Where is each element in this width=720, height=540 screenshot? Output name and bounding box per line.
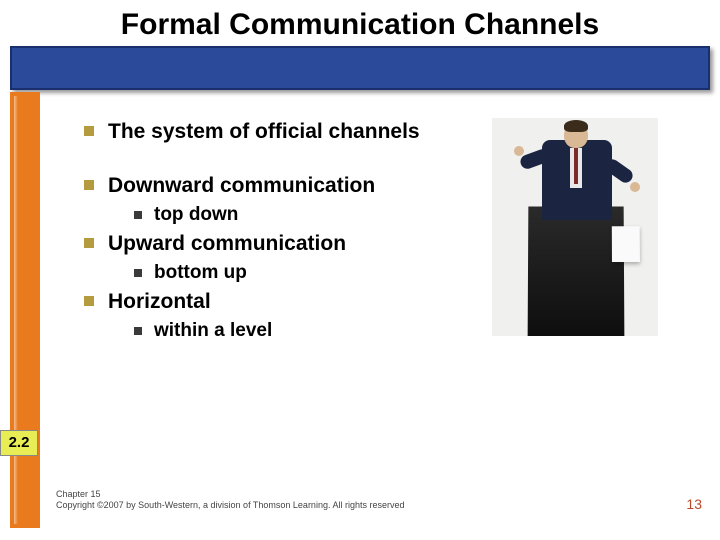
bullet-text: Upward communication (108, 232, 346, 256)
bullet-item: Downward communication (84, 174, 680, 198)
bullet-item: Upward communication (84, 232, 680, 256)
bullet-item: Horizontal (84, 290, 680, 314)
bullet-square-icon (84, 296, 94, 306)
footer-copyright: Copyright ©2007 by South-Western, a divi… (56, 500, 404, 512)
bullet-text: Horizontal (108, 290, 211, 314)
sub-bullet-square-icon (134, 269, 142, 277)
title-band (10, 46, 710, 90)
bullet-square-icon (84, 180, 94, 190)
sub-bullet-square-icon (134, 327, 142, 335)
sub-bullet-text: bottom up (154, 262, 247, 284)
bullet-text: The system of official channels (108, 120, 420, 144)
sub-bullet-item: bottom up (134, 262, 680, 284)
sub-bullet-item: within a level (134, 320, 680, 342)
sub-bullet-text: within a level (154, 320, 272, 342)
sub-bullet-square-icon (134, 211, 142, 219)
content-area: The system of official channels Downward… (84, 120, 680, 346)
bullet-item: The system of official channels (84, 120, 680, 144)
sub-bullet-item: top down (134, 204, 680, 226)
sub-bullet-text: top down (154, 204, 238, 226)
page-number: 13 (686, 496, 702, 512)
footer: Chapter 15 Copyright ©2007 by South-West… (56, 489, 404, 512)
bullet-square-icon (84, 238, 94, 248)
left-accent-strip (10, 92, 40, 528)
footer-chapter: Chapter 15 (56, 489, 404, 501)
bullet-square-icon (84, 126, 94, 136)
slide-title: Formal Communication Channels (0, 8, 720, 42)
section-badge: 2.2 (0, 430, 38, 456)
bullet-text: Downward communication (108, 174, 375, 198)
